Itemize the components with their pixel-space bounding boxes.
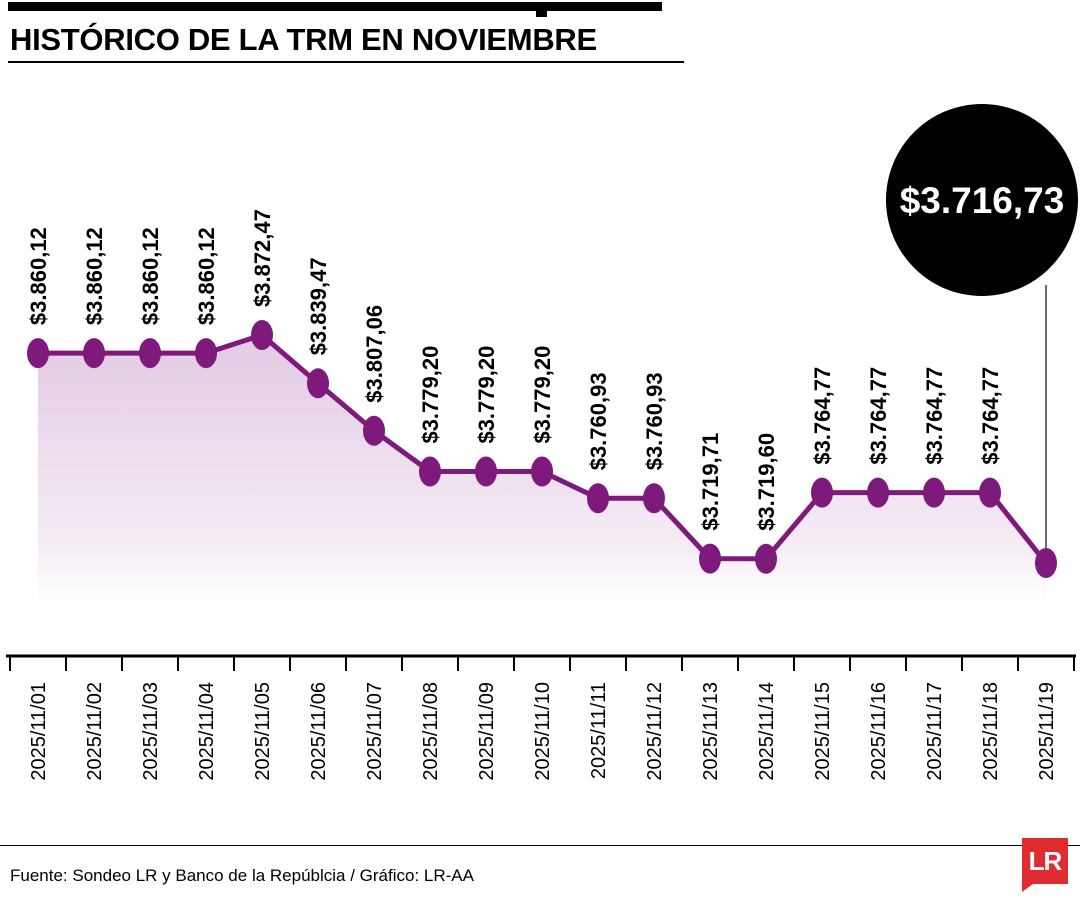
date-label: 2025/11/03 (140, 682, 162, 781)
value-label: $3.764,77 (978, 367, 1003, 465)
source-credit: Fuente: Sondeo LR y Banco de la Repúblci… (10, 866, 474, 885)
value-label: $3.764,77 (922, 367, 947, 465)
lr-logo-tail (1022, 884, 1033, 892)
value-label: $3.860,12 (26, 227, 51, 325)
value-label: $3.764,77 (810, 367, 835, 465)
value-label: $3.872,47 (250, 209, 275, 307)
top-accent-bar (8, 2, 662, 11)
data-point (923, 477, 945, 508)
value-label: $3.839,47 (306, 257, 331, 355)
value-label: $3.764,77 (866, 367, 891, 465)
lr-logo: LR (1022, 838, 1068, 892)
data-point (811, 477, 833, 508)
callout-value: $3.716,73 (900, 180, 1065, 221)
data-point (755, 543, 777, 574)
data-point (531, 456, 553, 487)
date-label: 2025/11/18 (980, 682, 1002, 781)
date-label: 2025/11/02 (84, 682, 106, 781)
page-title: HISTÓRICO DE LA TRM EN NOVIEMBRE (10, 22, 597, 57)
value-label: $3.760,93 (642, 372, 667, 470)
date-label: 2025/11/05 (252, 682, 274, 781)
data-point (83, 338, 105, 369)
date-label: 2025/11/10 (532, 682, 554, 781)
date-label: 2025/11/07 (364, 682, 386, 781)
date-label: 2025/11/11 (588, 682, 610, 779)
top-accent-notch (536, 11, 547, 17)
date-label: 2025/11/17 (924, 682, 946, 781)
value-label: $3.760,93 (586, 372, 611, 470)
date-label: 2025/11/08 (420, 682, 442, 781)
title-underline (8, 61, 684, 63)
value-label: $3.860,12 (194, 227, 219, 325)
data-point (867, 477, 889, 508)
lr-logo-text: LR (1022, 838, 1068, 884)
value-label: $3.779,20 (418, 346, 443, 444)
data-point (195, 338, 217, 369)
date-label: 2025/11/15 (812, 682, 834, 781)
data-point (979, 477, 1001, 508)
data-point (419, 456, 441, 487)
value-label: $3.719,60 (754, 433, 779, 531)
data-point (587, 483, 609, 514)
value-label: $3.860,12 (82, 227, 107, 325)
date-label: 2025/11/01 (28, 682, 50, 781)
date-label: 2025/11/12 (644, 682, 666, 781)
value-label: $3.779,20 (474, 346, 499, 444)
data-point (139, 338, 161, 369)
data-point (643, 483, 665, 514)
callout-bubble (886, 104, 1078, 296)
date-label: 2025/11/06 (308, 682, 330, 781)
date-label: 2025/11/04 (196, 682, 218, 781)
data-point (307, 368, 329, 399)
date-label: 2025/11/16 (868, 682, 890, 781)
value-label: $3.719,71 (698, 433, 723, 531)
data-point (1035, 548, 1057, 578)
data-point (251, 320, 273, 350)
data-point (475, 456, 497, 487)
data-point (363, 415, 385, 446)
date-label: 2025/11/09 (476, 682, 498, 781)
date-label: 2025/11/13 (700, 682, 722, 781)
area-fill (38, 335, 1046, 600)
date-label: 2025/11/14 (756, 682, 778, 781)
data-point (27, 338, 49, 369)
date-label: 2025/11/19 (1036, 682, 1058, 781)
data-point (699, 543, 721, 574)
footer-divider (0, 845, 1080, 846)
value-label: $3.807,06 (362, 305, 387, 403)
value-label: $3.779,20 (530, 346, 555, 444)
value-label: $3.860,12 (138, 227, 163, 325)
